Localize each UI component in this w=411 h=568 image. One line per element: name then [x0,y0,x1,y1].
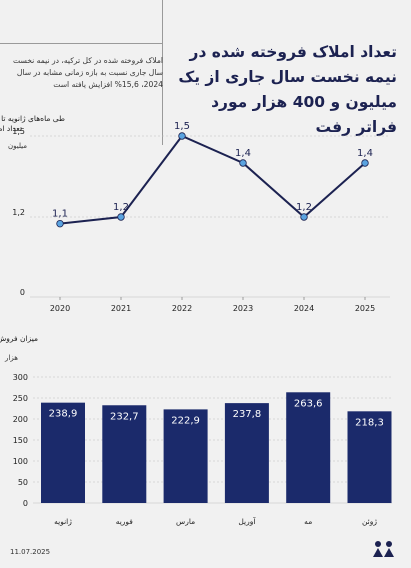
line-y-tick: 0 [20,288,25,297]
line-point [178,132,186,140]
bar-value-label: 222,9 [171,415,200,426]
line-series [59,134,366,225]
bar-x-tick: فوریه [116,517,134,526]
bar-x-tick: ژوئن [362,517,377,526]
bar-value-label: 238,9 [49,409,78,420]
bar-x-tick: مه [304,517,312,526]
line-point [56,219,64,228]
bar-value-label: 218,3 [355,417,384,428]
bar-y-tick: 300 [13,373,28,382]
line-chart-title-2: تعداد املاک فروخته شده [0,124,22,133]
bar-x-tick: مارس [176,517,195,526]
line-chart: طی ماه‌های ژانویه تا ژوئن تعداد املاک فر… [0,114,390,313]
bar-value-label: 232,7 [110,411,139,422]
line-point-label: 1,5 [174,121,190,132]
bar [163,409,208,503]
divider-vertical [162,0,163,145]
line-point [239,159,247,167]
line-x-tick: 2023 [233,304,253,313]
line-x-tick: 2020 [50,304,70,313]
line-point-label: 1,1 [52,209,68,220]
line-point-label: 1,2 [296,202,312,213]
bar-y-tick: 150 [13,436,28,445]
line-point [117,213,125,221]
date-label: 11.07.2025 [10,548,51,556]
line-x-tick: 2021 [111,304,131,313]
bar [347,411,392,503]
bar [224,403,269,503]
bar-y-tick: 100 [13,457,28,466]
bar-y-unit: هزار [4,354,18,362]
bar-value-label: 237,8 [233,409,262,420]
bar-chart-title: میزان فروش املاک به نسبت هر ماه (2025) [0,334,38,343]
bar-chart: میزان فروش املاک به نسبت هر ماه (2025) ه… [0,334,392,526]
line-point [361,159,369,167]
bar-y-tick: 250 [13,394,28,403]
bar-x-tick: ژانویه [54,517,72,526]
line-y-tick: 1,5 [12,127,25,136]
bar-y-tick: 200 [13,415,28,424]
line-chart-title-1: طی ماه‌های ژانویه تا ژوئن [0,114,65,123]
line-x-tick: 2024 [294,304,314,313]
bar-value-label: 263,6 [294,398,323,409]
line-y-unit: میلیون [8,142,27,150]
bar [286,392,331,503]
line-point [300,213,308,221]
line-point-label: 1,4 [357,148,373,159]
line-x-tick: 2022 [172,304,192,313]
bar-y-tick: 0 [23,499,28,508]
line-x-tick: 2025 [355,304,375,313]
bar-x-tick: آوریل [238,516,256,526]
bar [102,405,147,503]
line-point-label: 1,4 [235,148,251,159]
divider-horizontal [0,43,162,44]
bar-y-tick: 50 [18,478,28,487]
page-title: تعداد املاک فروخته شده در نیمه نخست سال … [178,43,397,136]
aa-logo-icon [373,541,394,557]
note-text: املاک فروخته شده در کل ترکیه، در نیمه نخ… [13,56,163,89]
line-y-tick: 1,2 [12,208,25,217]
bar [41,402,85,503]
line-point-label: 1,2 [113,202,129,213]
